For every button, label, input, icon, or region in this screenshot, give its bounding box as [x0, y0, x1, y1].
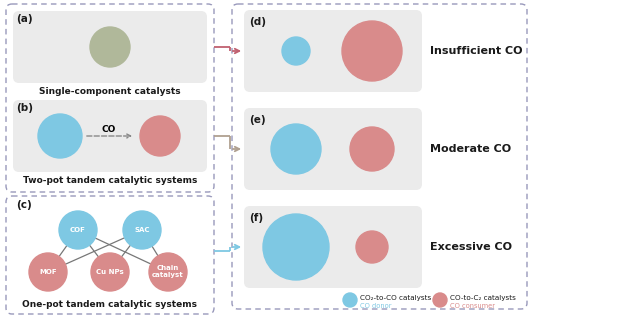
Circle shape [123, 211, 161, 249]
Circle shape [343, 293, 357, 307]
Circle shape [91, 253, 129, 291]
Text: Single-component catalysts: Single-component catalysts [39, 87, 181, 96]
Text: Moderate CO: Moderate CO [430, 144, 511, 154]
Text: (f): (f) [249, 213, 263, 223]
FancyBboxPatch shape [244, 10, 422, 92]
Circle shape [29, 253, 67, 291]
Text: (e): (e) [249, 115, 266, 125]
Text: SAC: SAC [134, 227, 150, 233]
Text: MOF: MOF [39, 269, 57, 275]
Text: Chain
catalyst: Chain catalyst [152, 266, 184, 278]
Text: CO-to-C₂ catalysts: CO-to-C₂ catalysts [450, 295, 516, 301]
Text: Insufficient CO: Insufficient CO [430, 46, 522, 56]
Circle shape [342, 21, 402, 81]
FancyBboxPatch shape [244, 206, 422, 288]
Circle shape [271, 124, 321, 174]
Text: (d): (d) [249, 17, 266, 27]
Circle shape [263, 214, 329, 280]
Text: CO consumer: CO consumer [450, 303, 495, 309]
Circle shape [350, 127, 394, 171]
Text: COF: COF [70, 227, 86, 233]
Circle shape [433, 293, 447, 307]
Text: Two-pot tandem catalytic systems: Two-pot tandem catalytic systems [23, 176, 198, 185]
FancyBboxPatch shape [244, 108, 422, 190]
Circle shape [282, 37, 310, 65]
Circle shape [140, 116, 180, 156]
Circle shape [149, 253, 187, 291]
Text: CO₂-to-CO catalysts: CO₂-to-CO catalysts [360, 295, 431, 301]
Text: Cu NPs: Cu NPs [96, 269, 124, 275]
Text: (c): (c) [16, 200, 32, 210]
FancyBboxPatch shape [13, 11, 207, 83]
Text: One-pot tandem catalytic systems: One-pot tandem catalytic systems [22, 300, 198, 309]
Circle shape [59, 211, 97, 249]
Text: (a): (a) [16, 14, 32, 24]
Text: CO donor: CO donor [360, 303, 391, 309]
FancyBboxPatch shape [13, 100, 207, 172]
Text: CO: CO [102, 124, 116, 133]
Text: (b): (b) [16, 103, 33, 113]
Text: Excessive CO: Excessive CO [430, 242, 512, 252]
Circle shape [90, 27, 130, 67]
Circle shape [38, 114, 82, 158]
Circle shape [356, 231, 388, 263]
